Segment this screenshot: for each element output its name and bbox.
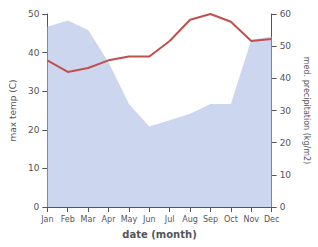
svg-text:Dec: Dec [264, 215, 279, 224]
svg-text:60: 60 [280, 9, 292, 19]
svg-text:Oct: Oct [224, 215, 238, 224]
svg-text:20: 20 [280, 138, 292, 148]
svg-text:30: 30 [28, 86, 40, 96]
svg-text:40: 40 [280, 73, 292, 83]
svg-text:Jun: Jun [142, 215, 156, 224]
svg-text:50: 50 [280, 41, 292, 51]
svg-text:10: 10 [280, 170, 292, 180]
svg-text:Apr: Apr [102, 215, 117, 224]
svg-text:Aug: Aug [182, 215, 198, 224]
svg-text:Sep: Sep [203, 215, 218, 224]
svg-text:Mar: Mar [81, 215, 97, 224]
svg-text:date (month): date (month) [122, 229, 196, 240]
svg-text:50: 50 [28, 9, 40, 19]
svg-text:Jul: Jul [164, 215, 175, 224]
svg-text:0: 0 [34, 202, 40, 212]
svg-text:Feb: Feb [61, 215, 75, 224]
svg-text:med. precipitation (kg/m2): med. precipitation (kg/m2) [302, 57, 311, 164]
svg-text:May: May [121, 215, 138, 224]
svg-text:max temp (C): max temp (C) [8, 79, 18, 141]
svg-text:10: 10 [28, 163, 40, 173]
svg-text:40: 40 [28, 48, 40, 58]
svg-text:30: 30 [280, 106, 292, 116]
svg-text:0: 0 [280, 202, 286, 212]
svg-text:20: 20 [28, 125, 40, 135]
svg-text:Nov: Nov [243, 215, 259, 224]
svg-text:Jan: Jan [40, 215, 53, 224]
